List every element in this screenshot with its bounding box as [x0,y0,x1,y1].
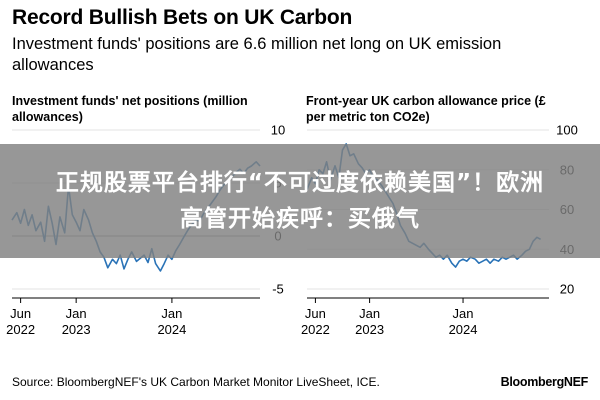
y-tick-label: 20 [560,282,574,297]
x-tick-label-year: 2024 [157,322,186,337]
bloombergnef-logo: BloombergNEF [500,375,589,389]
x-tick-label-month: Jan [359,306,380,321]
banner-line-1: 正规股票平台排行“不可过度依赖美国”！欧洲 [55,170,545,196]
x-tick-label-month: Jun [10,306,31,321]
right-panel-title: Front-year UK carbon allowance price (£ … [306,94,546,124]
x-tick-label-month: Jan [453,306,474,321]
x-tick-label-month: Jun [305,306,326,321]
overlay-banner[interactable]: 正规股票平台排行“不可过度依赖美国”！欧洲 高管开始疾呼：买俄气 [0,144,600,258]
chart-subtitle: Investment funds' positions are 6.6 mill… [12,35,502,74]
y-tick-label: 100 [556,123,578,138]
x-tick-label-year: 2023 [355,322,384,337]
x-tick-label-year: 2022 [301,322,330,337]
x-tick-label-year: 2024 [449,322,478,337]
x-tick-label-month: Jan [161,306,182,321]
chart-title: Record Bullish Bets on UK Carbon [12,6,353,29]
source-note: Source: BloombergNEF's UK Carbon Market … [12,375,380,389]
left-panel-title: Investment funds' net positions (million… [12,94,248,124]
banner-line-2: 高管开始疾呼：买俄气 [180,206,420,232]
y-tick-label: 10 [271,123,285,138]
x-tick-label-month: Jan [66,306,87,321]
x-tick-label-year: 2023 [62,322,91,337]
y-tick-label: -5 [272,282,284,297]
x-tick-label-year: 2022 [6,322,35,337]
